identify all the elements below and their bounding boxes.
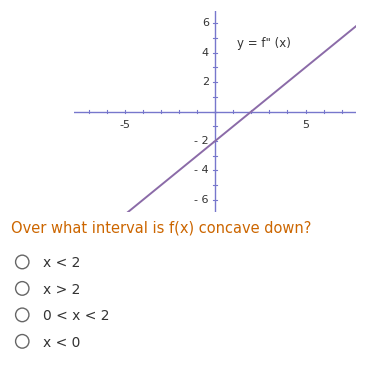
Text: 0 < x < 2: 0 < x < 2 <box>43 309 109 323</box>
Text: -5: -5 <box>119 119 130 130</box>
Text: 2: 2 <box>202 77 209 87</box>
Text: - 4: - 4 <box>194 166 209 175</box>
Text: x > 2: x > 2 <box>43 283 80 297</box>
Text: - 6: - 6 <box>194 195 209 205</box>
Text: 6: 6 <box>202 18 209 28</box>
Text: x < 2: x < 2 <box>43 256 80 270</box>
Text: - 2: - 2 <box>194 136 209 146</box>
Text: 4: 4 <box>202 48 209 57</box>
Text: Over what interval is f(x) concave down?: Over what interval is f(x) concave down? <box>11 220 312 235</box>
Text: y = f" (x): y = f" (x) <box>237 37 291 50</box>
Text: x < 0: x < 0 <box>43 336 80 350</box>
Text: 5: 5 <box>302 119 309 130</box>
